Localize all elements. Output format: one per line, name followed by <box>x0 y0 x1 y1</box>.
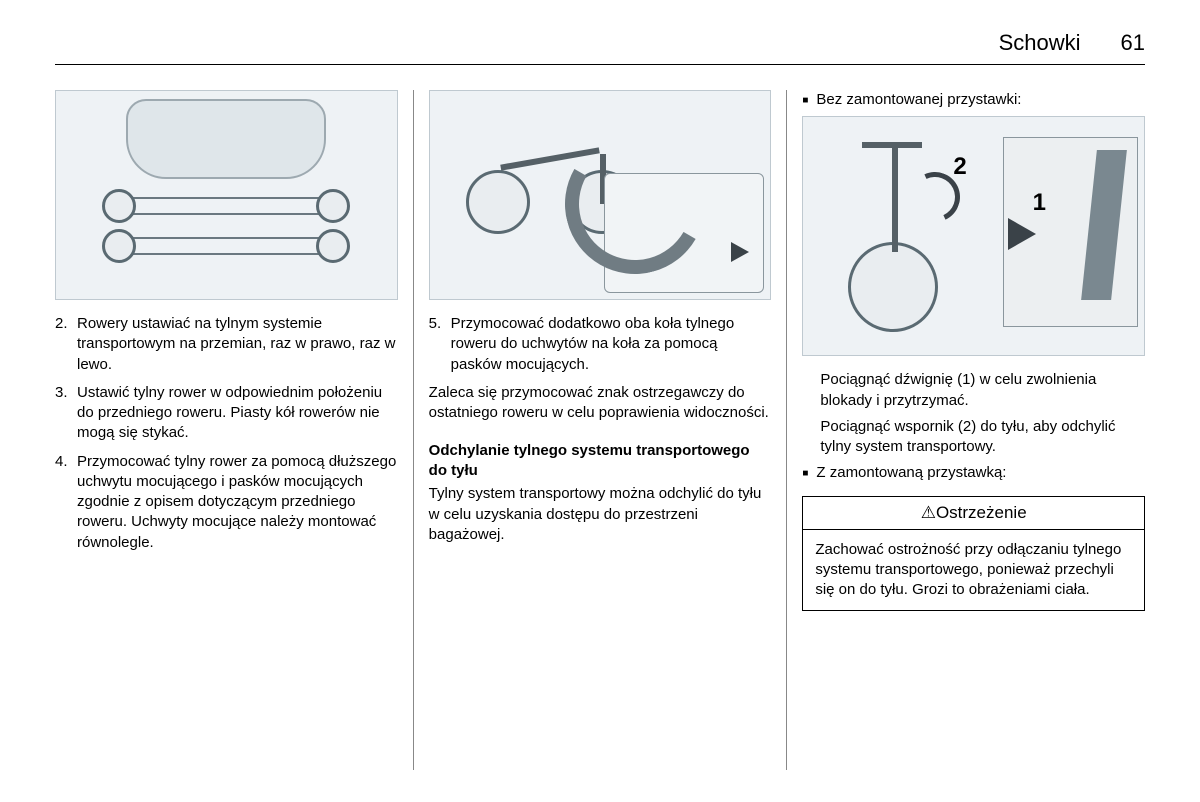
lever-zoom-inset <box>1003 137 1138 327</box>
steps-list-col2: 5. Przymocować dodatkowo oba koła tylneg… <box>429 314 772 383</box>
wheel-icon <box>102 229 136 263</box>
step-text: Rowery ustawiać na tylnym systemie trans… <box>77 314 398 375</box>
step-number: 3. <box>55 383 77 444</box>
step-5: 5. Przymocować dodatkowo oba koła tylneg… <box>429 314 772 375</box>
warning-title-text: Ostrzeżenie <box>936 503 1027 522</box>
zoom-inset-icon <box>604 173 764 293</box>
instruction-lever-2: Pociągnąć wspornik (2) do tyłu, aby odch… <box>802 417 1145 458</box>
step-text: Przymocować dodatkowo oba koła tylnego r… <box>451 314 772 375</box>
wheel-icon <box>316 189 350 223</box>
recommendation-para: Zaleca się przymocować znak ostrzegawczy… <box>429 383 772 424</box>
bullet-text: Bez zamontowanej przystawki: <box>816 90 1021 110</box>
step-number: 2. <box>55 314 77 375</box>
column-3: ■ Bez zamontowanej przystawki: 2 1 Pocią… <box>787 90 1145 770</box>
wheel-icon <box>466 170 530 234</box>
step-number: 4. <box>55 452 77 553</box>
subheading-tilt: Odchylanie tylnego systemu transportoweg… <box>429 441 772 480</box>
figure-lever-release: 2 1 <box>802 116 1145 356</box>
bullet-without-adapter: ■ Bez zamontowanej przystawki: <box>802 90 1145 110</box>
bike-rack-icon <box>106 189 346 279</box>
page-header: Schowki 61 <box>55 30 1145 65</box>
warning-icon: ⚠ <box>921 503 936 522</box>
step-item: 3.Ustawić tylny rower w odpowiednim poło… <box>55 383 398 444</box>
bullet-text: Z zamontowaną przystawką: <box>816 463 1006 483</box>
figure-bikes-top-view <box>55 90 398 300</box>
section-title: Schowki <box>999 30 1081 56</box>
wheel-icon <box>102 189 136 223</box>
instruction-lever-1: Pociągnąć dźwignię (1) w celu zwolnienia… <box>802 370 1145 411</box>
bike-front-icon <box>818 142 968 342</box>
bike-outline-2 <box>116 237 336 255</box>
fork-line <box>892 142 898 252</box>
content-columns: 2.Rowery ustawiać na tylnym systemie tra… <box>55 90 1145 770</box>
page-number: 61 <box>1121 30 1145 56</box>
warning-title: ⚠Ostrzeżenie <box>803 497 1144 530</box>
step-item: 4.Przymocować tylny rower za pomocą dłuż… <box>55 452 398 553</box>
arrow-icon <box>1008 218 1036 250</box>
arrow-icon <box>731 242 749 262</box>
car-rear-icon <box>126 99 326 179</box>
lever-shape <box>1081 150 1127 300</box>
bullet-with-adapter: ■ Z zamontowaną przystawką: <box>802 463 1145 483</box>
handlebar-line <box>862 142 922 148</box>
step-item: 2.Rowery ustawiać na tylnym systemie tra… <box>55 314 398 375</box>
step-number: 5. <box>429 314 451 375</box>
wheel-icon <box>848 242 938 332</box>
bullet-icon: ■ <box>802 94 808 108</box>
wheel-icon <box>316 229 350 263</box>
steps-list-col1: 2.Rowery ustawiać na tylnym systemie tra… <box>55 314 398 561</box>
column-2: 5. Przymocować dodatkowo oba koła tylneg… <box>414 90 788 770</box>
step-text: Przymocować tylny rower za pomocą dłuższ… <box>77 452 398 553</box>
tilt-body: Tylny system transportowy można odchylić… <box>429 484 772 545</box>
warning-box: ⚠Ostrzeżenie Zachować ostrożność przy od… <box>802 496 1145 612</box>
bullet-icon: ■ <box>802 467 808 481</box>
warning-body: Zachować ostrożność przy odłączaniu tyln… <box>803 530 1144 611</box>
figure-strap-detail <box>429 90 772 300</box>
column-1: 2.Rowery ustawiać na tylnym systemie tra… <box>55 90 414 770</box>
step-text: Ustawić tylny rower w odpowiednim położe… <box>77 383 398 444</box>
callout-2: 2 <box>953 153 966 181</box>
bike-outline-1 <box>116 197 336 215</box>
callout-1: 1 <box>1033 189 1046 217</box>
